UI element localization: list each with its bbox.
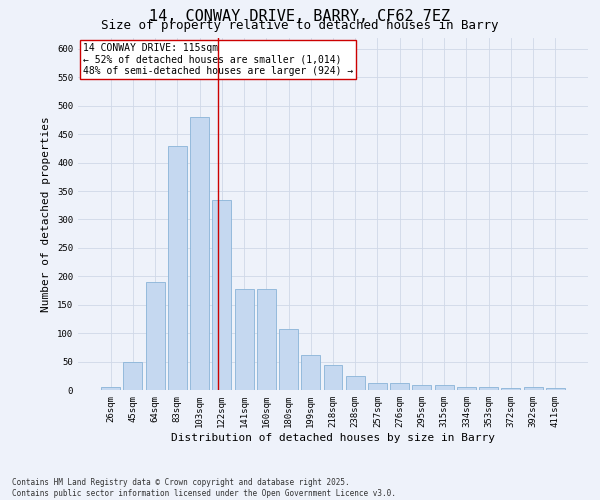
Bar [524, 387, 542, 390]
Bar [301, 355, 320, 390]
Bar [257, 289, 276, 390]
Bar [124, 362, 142, 390]
Text: 14, CONWAY DRIVE, BARRY, CF62 7EZ: 14, CONWAY DRIVE, BARRY, CF62 7EZ [149, 9, 451, 24]
Y-axis label: Number of detached properties: Number of detached properties [41, 116, 52, 312]
Bar [346, 376, 365, 390]
X-axis label: Distribution of detached houses by size in Barry: Distribution of detached houses by size … [171, 432, 495, 442]
Bar [212, 200, 231, 390]
Text: 14 CONWAY DRIVE: 115sqm
← 52% of detached houses are smaller (1,014)
48% of semi: 14 CONWAY DRIVE: 115sqm ← 52% of detache… [83, 43, 353, 76]
Bar [168, 146, 187, 390]
Bar [412, 386, 431, 390]
Bar [323, 365, 343, 390]
Bar [390, 383, 409, 390]
Bar [479, 387, 498, 390]
Bar [546, 388, 565, 390]
Bar [435, 386, 454, 390]
Bar [101, 387, 120, 390]
Bar [190, 117, 209, 390]
Text: Size of property relative to detached houses in Barry: Size of property relative to detached ho… [101, 19, 499, 32]
Bar [146, 282, 164, 390]
Bar [457, 387, 476, 390]
Bar [368, 383, 387, 390]
Bar [502, 388, 520, 390]
Bar [235, 289, 254, 390]
Text: Contains HM Land Registry data © Crown copyright and database right 2025.
Contai: Contains HM Land Registry data © Crown c… [12, 478, 396, 498]
Bar [279, 328, 298, 390]
